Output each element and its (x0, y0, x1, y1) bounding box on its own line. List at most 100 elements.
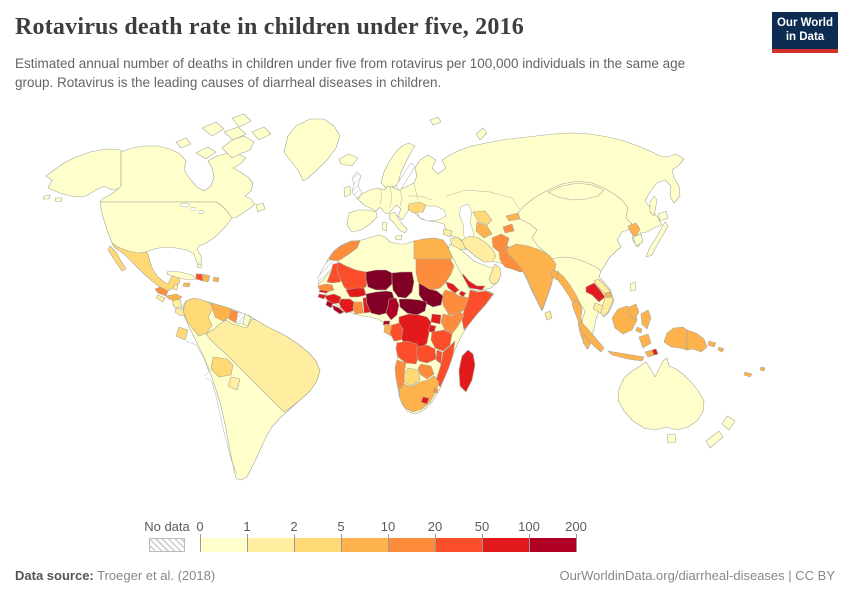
country-ireland[interactable] (343, 185, 352, 198)
country-kyrgyzstan[interactable] (505, 212, 521, 222)
country-egypt[interactable] (413, 237, 453, 260)
country-australia[interactable] (617, 357, 705, 431)
island-java[interactable] (607, 350, 645, 362)
no-data-swatch[interactable] (149, 538, 185, 552)
country-ghana[interactable] (352, 301, 364, 315)
legend-bin[interactable] (529, 538, 576, 552)
country-taiwan[interactable] (629, 281, 637, 292)
country-papua-new-guinea[interactable] (686, 329, 708, 353)
island-sicily[interactable] (394, 234, 403, 241)
arctic-island-3[interactable] (251, 126, 272, 141)
island-new-caledonia[interactable] (743, 371, 753, 378)
owid-logo[interactable]: Our World in Data (772, 12, 838, 53)
legend-bin[interactable] (341, 538, 388, 552)
philippines-luzon[interactable] (628, 303, 640, 321)
legend-bin[interactable] (388, 538, 435, 552)
country-angola[interactable] (395, 340, 420, 365)
country-usa[interactable] (99, 201, 233, 264)
country-tanzania[interactable] (430, 329, 453, 352)
country-sudan[interactable] (415, 258, 455, 291)
world-map[interactable] (0, 100, 850, 515)
country-timor-leste[interactable] (651, 348, 659, 356)
mexico-baja[interactable] (107, 245, 127, 272)
country-tajikistan[interactable] (502, 223, 515, 234)
philippines-visayas[interactable] (635, 326, 643, 334)
country-north-korea[interactable] (627, 222, 641, 238)
country-china[interactable] (515, 180, 633, 272)
country-burkina-faso[interactable] (345, 287, 367, 298)
country-iberia[interactable] (346, 209, 378, 233)
country-nicaragua[interactable] (171, 298, 183, 309)
country-italy[interactable] (388, 211, 408, 234)
legend-bin[interactable] (482, 538, 529, 552)
country-iceland[interactable] (338, 153, 359, 167)
arctic-island-5[interactable] (231, 113, 252, 128)
country-kenya[interactable] (440, 310, 465, 335)
country-chad[interactable] (391, 271, 415, 299)
country-central-african-republic[interactable] (398, 298, 428, 316)
country-congo[interactable] (389, 322, 404, 342)
nz-south-island[interactable] (705, 430, 724, 449)
country-cuba[interactable] (166, 270, 197, 281)
arctic-island-2[interactable] (223, 126, 247, 141)
country-mexico[interactable] (111, 242, 181, 292)
philippines-mindanao[interactable] (638, 333, 652, 349)
arctic-island-6[interactable] (175, 137, 192, 149)
bahamas[interactable] (196, 263, 203, 269)
island-sumatra[interactable] (577, 321, 605, 353)
country-madagascar[interactable] (458, 349, 476, 393)
country-jamaica[interactable] (182, 282, 191, 288)
legend-bin[interactable] (200, 538, 247, 552)
country-guinea-bissau[interactable] (317, 293, 327, 300)
japan-hokkaido[interactable] (657, 210, 669, 222)
country-hainan[interactable] (604, 291, 612, 299)
country-mongolia[interactable] (547, 182, 605, 201)
country-puerto-rico[interactable] (212, 276, 220, 283)
country-bolivia[interactable] (210, 356, 234, 378)
country-el-salvador[interactable] (155, 294, 166, 303)
novaya-zemlya[interactable] (475, 127, 488, 141)
country-laos[interactable] (585, 282, 606, 303)
country-iran[interactable] (461, 235, 497, 263)
country-sri-lanka[interactable] (544, 310, 553, 321)
country-uzbekistan[interactable] (472, 210, 493, 226)
arctic-island-1[interactable] (195, 146, 217, 160)
country-syria[interactable] (442, 228, 453, 238)
country-india[interactable] (505, 243, 557, 311)
new-guinea-west[interactable] (663, 326, 688, 351)
country-uganda[interactable] (430, 313, 442, 325)
aleutian-2[interactable] (54, 197, 63, 203)
country-brazil[interactable] (205, 318, 321, 413)
country-alaska[interactable] (45, 148, 122, 198)
country-guatemala[interactable] (154, 286, 169, 297)
country-mozambique[interactable] (435, 340, 456, 388)
island-solomon[interactable] (717, 346, 725, 353)
svalbard[interactable] (429, 116, 442, 126)
country-cameroon[interactable] (385, 297, 400, 321)
island-sardinia[interactable] (381, 221, 388, 232)
legend-bin[interactable] (247, 538, 294, 552)
country-ecuador[interactable] (175, 326, 189, 341)
nz-north-island[interactable] (721, 415, 736, 431)
country-zambia[interactable] (415, 344, 437, 364)
country-cambodia[interactable] (592, 302, 604, 314)
country-swaziland[interactable] (432, 387, 439, 394)
country-south-sudan[interactable] (418, 282, 444, 308)
island-sakhalin[interactable] (649, 195, 658, 217)
arctic-island-4[interactable] (201, 121, 225, 137)
country-colombia[interactable] (182, 297, 214, 337)
aleutian-1[interactable] (42, 194, 51, 200)
country-oman[interactable] (488, 263, 502, 285)
country-liberia[interactable] (331, 304, 345, 315)
legend-color-bar[interactable] (200, 538, 576, 552)
island-newfoundland[interactable] (255, 202, 266, 213)
country-south-africa[interactable] (398, 375, 440, 413)
country-haiti[interactable] (195, 273, 204, 282)
country-romania[interactable] (407, 201, 427, 214)
legend-bin[interactable] (294, 538, 341, 552)
country-dominican-republic[interactable] (202, 273, 211, 283)
country-belize[interactable] (172, 283, 179, 291)
country-greenland[interactable] (283, 118, 341, 182)
country-ivory-coast[interactable] (338, 298, 355, 314)
country-somalia[interactable] (461, 289, 494, 331)
